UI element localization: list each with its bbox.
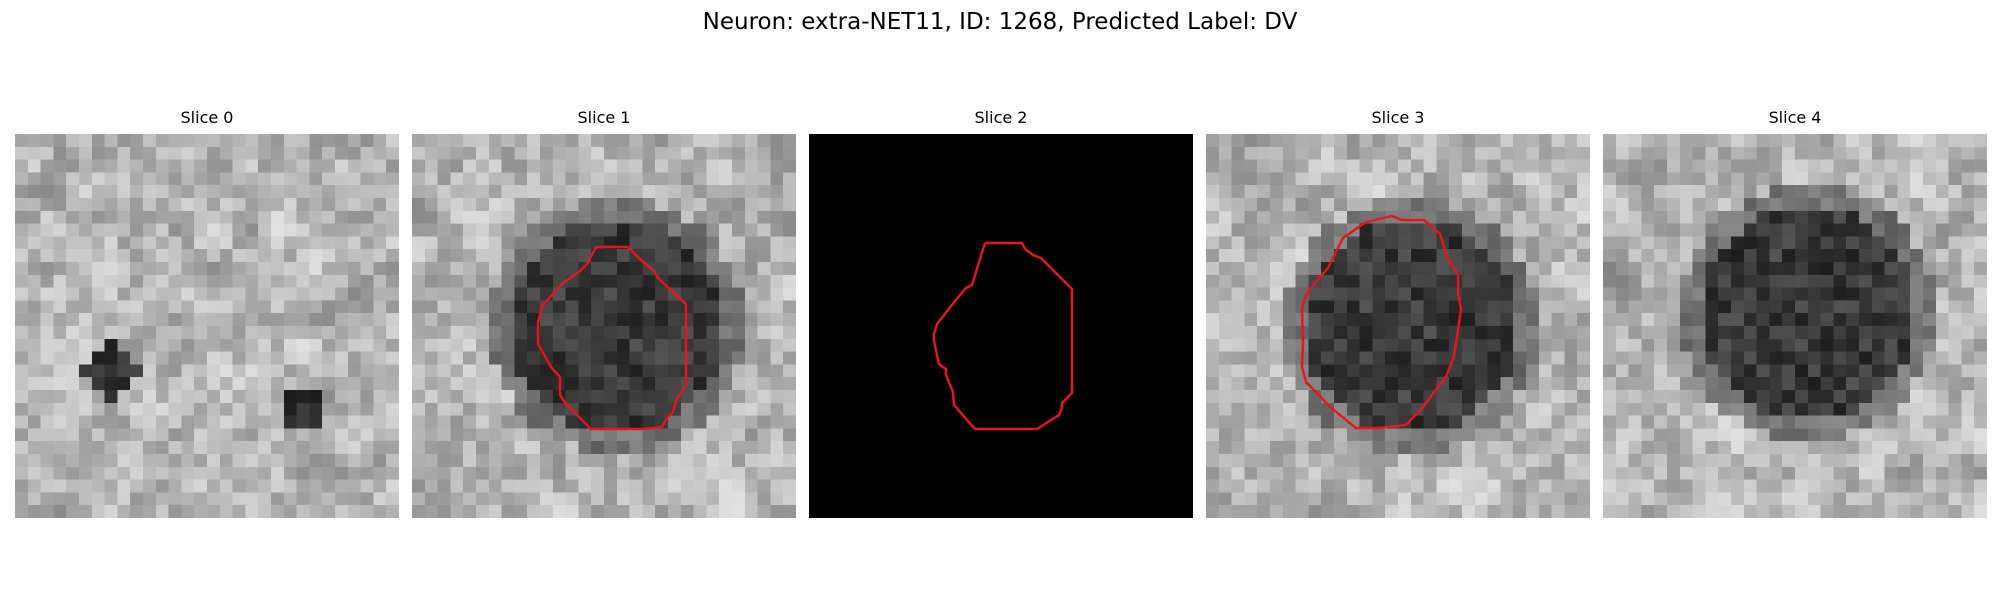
slice-image-3 <box>1206 134 1590 518</box>
slice-image-1 <box>412 134 796 518</box>
slice-image-4 <box>1603 134 1987 518</box>
slice-panel-2: Slice 2 <box>809 108 1193 518</box>
slice-panel-3: Slice 3 <box>1206 108 1590 518</box>
slice-panel-0: Slice 0 <box>15 108 399 518</box>
slice-title-2: Slice 2 <box>974 108 1028 127</box>
slice-image-2 <box>809 134 1193 518</box>
slice-title-4: Slice 4 <box>1768 108 1822 127</box>
figure-title: Neuron: extra-NET11, ID: 1268, Predicted… <box>702 9 1298 35</box>
slice-image-0 <box>15 134 399 518</box>
slice-panel-4: Slice 4 <box>1603 108 1987 518</box>
slice-panel-1: Slice 1 <box>412 108 796 518</box>
slice-title-0: Slice 0 <box>180 108 234 127</box>
slice-title-1: Slice 1 <box>577 108 631 127</box>
slice-title-3: Slice 3 <box>1371 108 1425 127</box>
